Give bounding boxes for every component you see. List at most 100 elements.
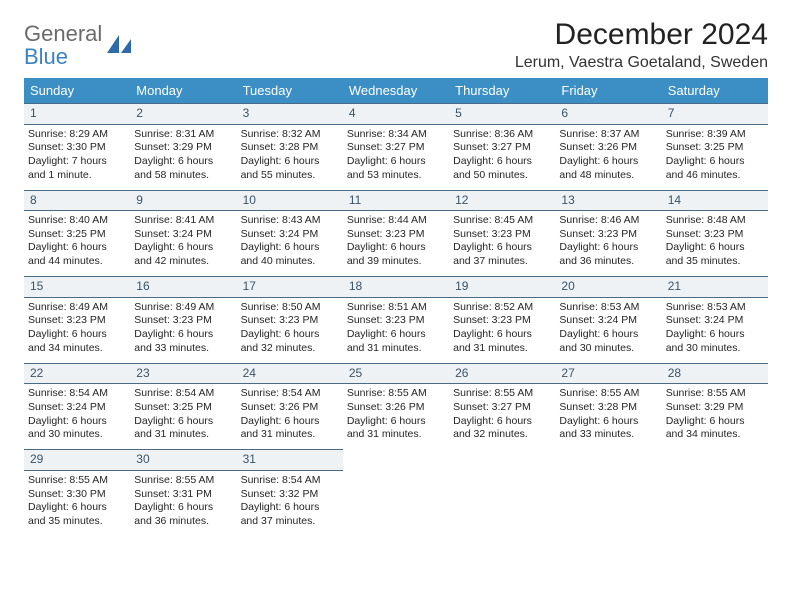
daylight-text: Daylight: 6 hours and 33 minutes. (559, 415, 657, 442)
day-number-cell: 5 (449, 104, 555, 125)
day-detail-cell: Sunrise: 8:54 AMSunset: 3:25 PMDaylight:… (130, 384, 236, 450)
sunset-text: Sunset: 3:23 PM (134, 314, 232, 328)
day-number-cell: 16 (130, 277, 236, 298)
title-block: December 2024 Lerum, Vaestra Goetaland, … (515, 18, 768, 72)
sunrise-text: Sunrise: 8:53 AM (559, 301, 657, 315)
sunset-text: Sunset: 3:30 PM (28, 141, 126, 155)
sunrise-text: Sunrise: 8:49 AM (28, 301, 126, 315)
sunrise-text: Sunrise: 8:43 AM (241, 214, 339, 228)
daylight-text: Daylight: 6 hours and 39 minutes. (347, 241, 445, 268)
sunrise-text: Sunrise: 8:50 AM (241, 301, 339, 315)
day-detail-cell: Sunrise: 8:55 AMSunset: 3:29 PMDaylight:… (662, 384, 768, 450)
daylight-text: Daylight: 6 hours and 53 minutes. (347, 155, 445, 182)
sunrise-text: Sunrise: 8:55 AM (559, 387, 657, 401)
day-number-cell: 30 (130, 450, 236, 471)
day-number-cell (343, 450, 449, 471)
day-number-cell: 11 (343, 190, 449, 211)
daylight-text: Daylight: 6 hours and 48 minutes. (559, 155, 657, 182)
daylight-text: Daylight: 6 hours and 37 minutes. (241, 501, 339, 528)
sunset-text: Sunset: 3:24 PM (559, 314, 657, 328)
day-number-cell: 1 (24, 104, 130, 125)
daylight-text: Daylight: 6 hours and 30 minutes. (28, 415, 126, 442)
sunset-text: Sunset: 3:27 PM (347, 141, 445, 155)
daylight-text: Daylight: 6 hours and 46 minutes. (666, 155, 764, 182)
day-number-cell: 26 (449, 363, 555, 384)
day-detail-cell: Sunrise: 8:54 AMSunset: 3:32 PMDaylight:… (237, 470, 343, 536)
day-number-row: 22232425262728 (24, 363, 768, 384)
daylight-text: Daylight: 6 hours and 35 minutes. (28, 501, 126, 528)
weekday-header-row: Sunday Monday Tuesday Wednesday Thursday… (24, 78, 768, 104)
daylight-text: Daylight: 6 hours and 55 minutes. (241, 155, 339, 182)
day-number-cell: 7 (662, 104, 768, 125)
sunrise-text: Sunrise: 8:54 AM (28, 387, 126, 401)
day-detail-cell: Sunrise: 8:39 AMSunset: 3:25 PMDaylight:… (662, 124, 768, 190)
day-number-row: 1234567 (24, 104, 768, 125)
sunset-text: Sunset: 3:26 PM (347, 401, 445, 415)
day-detail-cell: Sunrise: 8:55 AMSunset: 3:28 PMDaylight:… (555, 384, 661, 450)
sunset-text: Sunset: 3:31 PM (134, 488, 232, 502)
day-number-row: 15161718192021 (24, 277, 768, 298)
day-detail-cell (343, 470, 449, 536)
day-detail-cell: Sunrise: 8:53 AMSunset: 3:24 PMDaylight:… (662, 297, 768, 363)
calendar-table: Sunday Monday Tuesday Wednesday Thursday… (24, 78, 768, 536)
sunrise-text: Sunrise: 8:44 AM (347, 214, 445, 228)
sunrise-text: Sunrise: 8:51 AM (347, 301, 445, 315)
day-detail-cell: Sunrise: 8:55 AMSunset: 3:31 PMDaylight:… (130, 470, 236, 536)
day-number-cell: 17 (237, 277, 343, 298)
sunset-text: Sunset: 3:25 PM (134, 401, 232, 415)
day-detail-cell: Sunrise: 8:54 AMSunset: 3:24 PMDaylight:… (24, 384, 130, 450)
day-detail-cell: Sunrise: 8:37 AMSunset: 3:26 PMDaylight:… (555, 124, 661, 190)
daylight-text: Daylight: 6 hours and 30 minutes. (559, 328, 657, 355)
day-number-cell: 20 (555, 277, 661, 298)
weekday-header: Tuesday (237, 78, 343, 104)
day-number-cell: 25 (343, 363, 449, 384)
sunrise-text: Sunrise: 8:40 AM (28, 214, 126, 228)
weekday-header: Monday (130, 78, 236, 104)
logo-sail-icon (106, 33, 132, 60)
day-detail-cell: Sunrise: 8:55 AMSunset: 3:26 PMDaylight:… (343, 384, 449, 450)
day-detail-row: Sunrise: 8:40 AMSunset: 3:25 PM Daylight:… (24, 211, 768, 277)
logo: General Blue (24, 18, 132, 68)
daylight-text: Daylight: 6 hours and 32 minutes. (241, 328, 339, 355)
sunrise-text: Sunrise: 8:55 AM (347, 387, 445, 401)
daylight-text: Daylight: 7 hours and 1 minute. (28, 155, 126, 182)
day-detail-cell: Sunrise: 8:45 AMSunset: 3:23 PMDaylight:… (449, 211, 555, 277)
sunset-text: Sunset: 3:24 PM (241, 228, 339, 242)
sunset-text: Sunset: 3:26 PM (559, 141, 657, 155)
page-title: December 2024 (515, 18, 768, 52)
sunset-text: Sunset: 3:23 PM (666, 228, 764, 242)
sunrise-text: Sunrise: 8:53 AM (666, 301, 764, 315)
day-number-cell: 9 (130, 190, 236, 211)
day-detail-cell: Sunrise: 8:55 AMSunset: 3:27 PMDaylight:… (449, 384, 555, 450)
sunset-text: Sunset: 3:25 PM (28, 228, 126, 242)
daylight-text: Daylight: 6 hours and 31 minutes. (134, 415, 232, 442)
sunset-text: Sunset: 3:25 PM (666, 141, 764, 155)
sunrise-text: Sunrise: 8:54 AM (241, 474, 339, 488)
sunset-text: Sunset: 3:29 PM (134, 141, 232, 155)
day-number-cell: 19 (449, 277, 555, 298)
day-number-cell: 21 (662, 277, 768, 298)
daylight-text: Daylight: 6 hours and 30 minutes. (666, 328, 764, 355)
day-detail-cell: Sunrise: 8:55 AMSunset: 3:30 PMDaylight:… (24, 470, 130, 536)
day-number-cell: 24 (237, 363, 343, 384)
logo-line1: General (24, 21, 102, 46)
sunrise-text: Sunrise: 8:37 AM (559, 128, 657, 142)
day-number-row: 891011121314 (24, 190, 768, 211)
sunrise-text: Sunrise: 8:48 AM (666, 214, 764, 228)
day-number-cell: 31 (237, 450, 343, 471)
sunrise-text: Sunrise: 8:55 AM (666, 387, 764, 401)
daylight-text: Daylight: 6 hours and 50 minutes. (453, 155, 551, 182)
day-number-row: 293031 (24, 450, 768, 471)
day-number-cell (449, 450, 555, 471)
day-detail-cell: Sunrise: 8:50 AMSunset: 3:23 PMDaylight:… (237, 297, 343, 363)
sunset-text: Sunset: 3:26 PM (241, 401, 339, 415)
day-number-cell: 27 (555, 363, 661, 384)
sunset-text: Sunset: 3:23 PM (559, 228, 657, 242)
daylight-text: Daylight: 6 hours and 40 minutes. (241, 241, 339, 268)
daylight-text: Daylight: 6 hours and 42 minutes. (134, 241, 232, 268)
weekday-header: Friday (555, 78, 661, 104)
day-detail-cell: Sunrise: 8:32 AMSunset: 3:28 PMDaylight:… (237, 124, 343, 190)
sunset-text: Sunset: 3:30 PM (28, 488, 126, 502)
daylight-text: Daylight: 6 hours and 37 minutes. (453, 241, 551, 268)
sunrise-text: Sunrise: 8:45 AM (453, 214, 551, 228)
